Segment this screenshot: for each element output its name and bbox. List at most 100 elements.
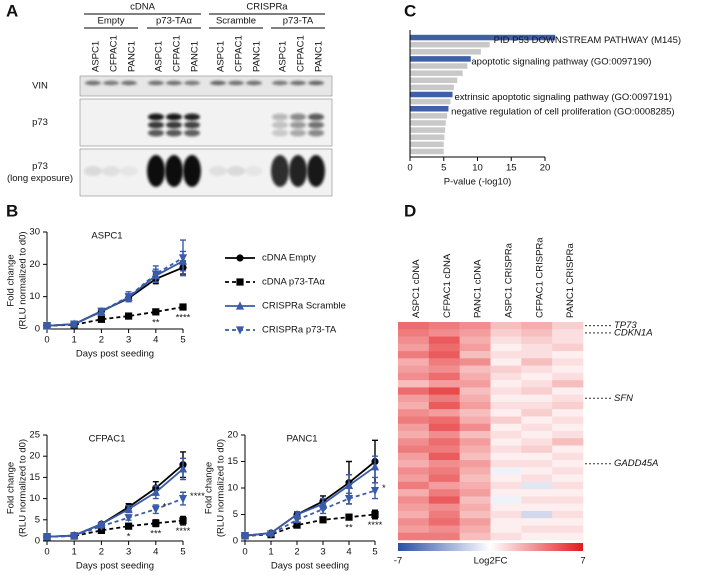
subgroup-label: Empty <box>98 16 125 27</box>
y-tick-label: 10 <box>29 291 40 302</box>
colorbar-tick-label: 7 <box>580 556 585 567</box>
heat-cell <box>552 409 584 417</box>
y-tick-label: 15 <box>29 472 40 483</box>
heat-cell <box>459 481 491 490</box>
heat-cell <box>398 452 430 461</box>
heat-cell <box>459 365 491 374</box>
heat-cell <box>490 380 522 388</box>
x-tick-label: 5 <box>441 163 446 174</box>
x-axis-label: P-value (-log10) <box>444 177 512 188</box>
band <box>147 155 165 187</box>
series-line <box>46 257 184 327</box>
heat-cell <box>521 322 553 330</box>
heat-cell <box>521 372 553 381</box>
x-tick-label: 4 <box>153 335 158 346</box>
significance-label: ** <box>345 523 353 534</box>
series-line <box>46 306 184 327</box>
y-tick-label: 30 <box>29 227 40 238</box>
heat-cell <box>521 387 553 395</box>
band <box>184 129 200 137</box>
y-axis-label: Fold change <box>204 462 215 514</box>
heat-cell <box>490 496 522 504</box>
heat-cell <box>490 401 522 410</box>
heat-cell <box>398 503 430 512</box>
heat-cell <box>459 496 491 504</box>
heat-cell <box>428 322 460 330</box>
band <box>290 129 306 137</box>
marker <box>370 462 380 471</box>
band <box>184 121 200 129</box>
heat-cell <box>521 460 553 468</box>
heat-cell <box>521 532 553 541</box>
heat-cell <box>398 380 430 388</box>
heat-cell <box>521 358 553 366</box>
lane-label: CFPAC1 <box>109 35 120 72</box>
marker <box>42 533 52 542</box>
heat-cell <box>398 438 430 446</box>
bar <box>410 56 471 62</box>
row-label: SFN <box>614 393 633 404</box>
heat-cell <box>428 452 460 461</box>
heat-cell <box>459 460 491 468</box>
heat-cell <box>490 409 522 417</box>
bar-label: extrinsic apoptotic signaling pathway (G… <box>455 92 673 103</box>
heat-cell <box>398 518 430 526</box>
y-axis-label: (RLU normalized to d0) <box>216 439 227 537</box>
heat-cell <box>552 336 584 345</box>
band <box>184 113 200 121</box>
heat-cell <box>428 372 460 381</box>
heat-cell <box>521 452 553 461</box>
band <box>228 80 244 86</box>
marker <box>151 505 160 514</box>
heat-cell <box>428 329 460 337</box>
marker <box>344 480 354 489</box>
heat-cell <box>521 423 553 432</box>
significance-label: **** <box>176 526 191 537</box>
marker <box>345 513 353 521</box>
heat-cell <box>552 322 584 330</box>
heat-cell <box>552 329 584 337</box>
band <box>209 166 227 176</box>
x-tick-label: 1 <box>72 335 77 346</box>
heat-cell <box>552 394 584 403</box>
heat-cell <box>398 445 430 454</box>
band <box>103 80 119 86</box>
heat-cell <box>459 372 491 381</box>
y-tick-label: 5 <box>233 509 238 520</box>
heat-cell <box>490 481 522 490</box>
x-axis-label: Days post seeding <box>271 561 349 572</box>
marker <box>97 315 105 323</box>
heat-cell <box>490 489 522 497</box>
band <box>166 80 182 86</box>
subgroup-label: p73-TAα <box>156 16 192 27</box>
heat-cell <box>428 351 460 359</box>
bar-label: negative regulation of cell proliferatio… <box>451 106 674 117</box>
heat-cell <box>490 510 522 519</box>
column-label: CFPAC1 CRISPRa <box>534 237 545 318</box>
heat-cell <box>552 416 584 425</box>
band <box>290 80 306 86</box>
band <box>246 80 262 86</box>
bar <box>410 84 454 91</box>
heat-cell <box>521 329 553 337</box>
heat-cell <box>490 460 522 468</box>
group-label: CRISPRa <box>246 2 288 13</box>
band <box>271 155 289 187</box>
marker <box>70 320 79 329</box>
heat-cell <box>459 467 491 475</box>
x-tick-label: 0 <box>44 547 49 558</box>
heat-cell <box>521 394 553 403</box>
heat-cell <box>521 438 553 446</box>
significance-label: * <box>382 483 386 494</box>
x-tick-label: 4 <box>153 547 158 558</box>
blot-box <box>79 98 333 147</box>
marker <box>240 532 250 541</box>
band <box>85 80 101 86</box>
band <box>148 80 164 86</box>
x-tick-label: 5 <box>372 547 377 558</box>
series-line <box>244 489 376 537</box>
heat-cell <box>459 416 491 425</box>
heat-cell <box>398 372 430 381</box>
heat-cell <box>459 503 491 512</box>
significance-label: ** <box>152 317 160 328</box>
